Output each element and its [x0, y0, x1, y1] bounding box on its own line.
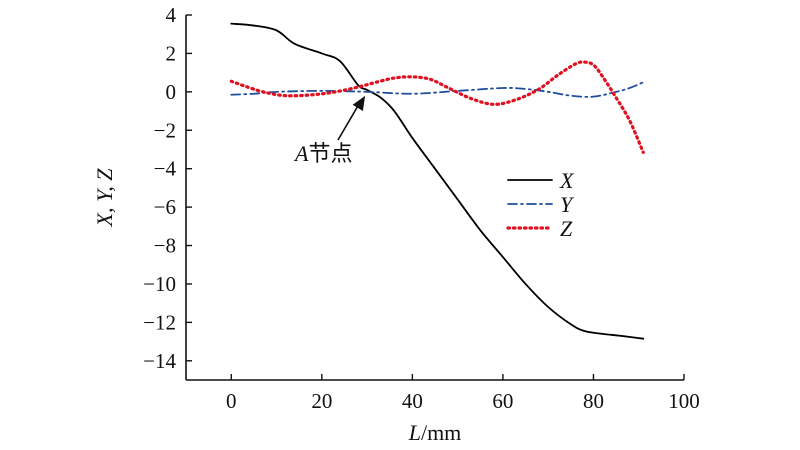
x-tick-label: 20 — [311, 389, 332, 413]
x-axis-title: L/mm — [408, 420, 462, 445]
x-axis-unit: /mm — [421, 420, 461, 445]
legend: XYZ — [506, 168, 575, 241]
x-tick-label: 0 — [226, 389, 237, 413]
y-axis-title: X, Y, Z — [92, 168, 117, 228]
y-tick-label: −2 — [154, 118, 176, 142]
series-layer — [229, 22, 645, 340]
x-tick-label: 60 — [492, 389, 513, 413]
annotation-label: A节点 — [293, 141, 352, 166]
annotation-arrow-head — [352, 95, 366, 111]
x-tick-label: 40 — [402, 389, 423, 413]
y-tick-label: 0 — [166, 80, 177, 104]
series-line-z — [229, 60, 645, 154]
legend-label-z: Z — [560, 216, 573, 241]
y-tick-label: 2 — [166, 41, 177, 65]
annotation: A节点 — [293, 95, 366, 166]
x-tick-label: 100 — [668, 389, 700, 413]
y-tick-label: −4 — [154, 157, 177, 181]
series-line-x — [230, 22, 645, 340]
y-tick-label: −10 — [143, 272, 176, 296]
series-line-y — [230, 81, 645, 98]
y-tick-label: −14 — [143, 349, 176, 373]
y-tick-label: 4 — [166, 3, 177, 27]
legend-label-x: X — [559, 168, 575, 193]
y-tick-label: −6 — [154, 195, 176, 219]
y-tick-label: −8 — [154, 234, 176, 258]
y-tick-label: −12 — [143, 310, 176, 334]
legend-label-y: Y — [560, 192, 575, 217]
x-tick-label: 80 — [583, 389, 604, 413]
x-axis-var: L — [408, 420, 421, 445]
annotation-arrow-line — [337, 103, 360, 141]
annotation-text: 节点 — [308, 141, 352, 166]
annotation-var: A — [293, 141, 309, 166]
